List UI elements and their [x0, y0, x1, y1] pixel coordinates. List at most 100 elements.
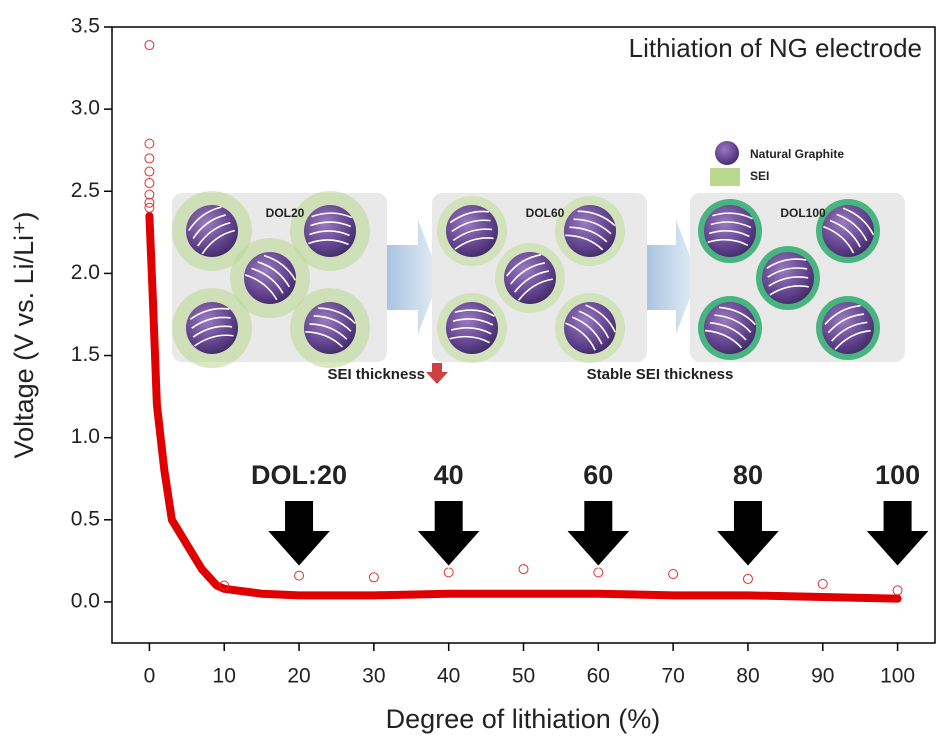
y-tick-label: 2.0 [71, 261, 100, 284]
legend-label: Natural Graphite [750, 147, 844, 161]
graphite-stripe [451, 326, 492, 335]
data-point [518, 564, 529, 575]
x-tick-label: 40 [437, 665, 460, 688]
data-point [892, 585, 903, 596]
graphite-stripe [308, 239, 349, 246]
inset-diagram: DOL20 DOL60 DOL100 Natural Graphite SEI SEI t… [172, 141, 905, 384]
x-axis-label: Degree of lithiation (%) [386, 704, 661, 734]
dol-label: 60 [583, 460, 613, 490]
y-tick-label: 1.0 [71, 425, 100, 448]
graphite-stripe [714, 314, 752, 333]
y-tick-label: 3.5 [71, 15, 100, 38]
x-tick-label: 90 [811, 665, 834, 688]
graphite-stripe [311, 212, 353, 219]
data-line [145, 211, 902, 603]
dol-arrow [712, 499, 784, 569]
data-point [144, 197, 155, 208]
x-tick-label: 50 [512, 665, 535, 688]
data-point [443, 567, 454, 578]
data-point [219, 580, 230, 591]
graphite-stripe [452, 318, 494, 326]
legend-label: SEI [750, 169, 769, 183]
graphite-stripe [842, 207, 875, 236]
panel-label: DOL20 [266, 206, 305, 220]
graphite-stripe [451, 219, 491, 233]
graphite-stripe [188, 206, 222, 232]
graphite-stripe [707, 238, 749, 247]
x-tick-label: 20 [287, 665, 310, 688]
graphite-stripe [449, 335, 490, 344]
graphite-stripe [244, 274, 278, 301]
data-point [144, 138, 155, 149]
graphite-stripe [836, 213, 868, 242]
x-tick-label: 80 [736, 665, 759, 688]
graphite-stripe [569, 226, 608, 243]
x-tick-label: 0 [144, 665, 156, 688]
y-tick-label: 0.0 [71, 589, 100, 612]
graphite-stripe [710, 221, 752, 229]
inset-note: Stable SEI thickness [587, 366, 734, 383]
data-point [742, 573, 753, 584]
graphite-stripe [766, 258, 807, 269]
dol-label: 80 [733, 460, 763, 490]
graphite-stripe [834, 329, 871, 350]
dol-label: DOL:20 [251, 460, 347, 490]
data-point [144, 40, 155, 51]
graphite-stripe [514, 270, 549, 293]
process-arrow [646, 220, 698, 334]
graphite-stripe [577, 210, 616, 227]
graphite-stripe [585, 304, 616, 333]
legend-sei-swatch [710, 168, 740, 186]
y-tick-label: 0.5 [71, 507, 100, 530]
graphite-stripe [313, 315, 352, 332]
graphite-stripe [506, 254, 542, 277]
data-point [593, 567, 604, 578]
data-point [817, 578, 828, 589]
dol-label: 40 [434, 460, 464, 490]
graphite-stripe [317, 307, 356, 324]
graphite-particle [715, 141, 739, 165]
graphite-stripe [718, 306, 756, 326]
data-point [144, 166, 155, 177]
graphite-stripe [709, 322, 747, 341]
data-point [144, 202, 155, 213]
graphite-stripe [565, 234, 604, 251]
panel-label: DOL100 [780, 206, 826, 220]
graphite-stripe [192, 214, 227, 239]
data-point [294, 570, 305, 581]
graphite-stripe [517, 278, 553, 301]
x-tick-label: 60 [587, 665, 610, 688]
graphite-stripe [767, 267, 808, 278]
graphite-stripe [824, 304, 861, 325]
graphite-stripe [573, 218, 612, 235]
x-tick-label: 30 [362, 665, 385, 688]
dol-arrow [862, 499, 933, 569]
data-point [144, 153, 155, 164]
panel-label: DOL60 [526, 206, 565, 220]
dol-arrow [563, 499, 634, 569]
graphite-stripe [578, 310, 610, 339]
graphite-stripe [251, 267, 284, 294]
graphite-stripe [192, 325, 233, 338]
graphite-stripe [194, 334, 234, 347]
graphite-stripe [829, 219, 861, 248]
graphite-stripe [189, 307, 230, 320]
graphite-stripe [823, 225, 855, 254]
graphite-stripe [571, 316, 603, 345]
graphite-stripe [309, 230, 350, 237]
graphite-stripe [712, 212, 753, 220]
graphite-stripe [831, 321, 868, 342]
dol-arrow [263, 499, 335, 569]
graphite-stripe [454, 237, 494, 250]
data-point [144, 189, 155, 200]
graphite-stripe [452, 228, 493, 242]
data-point [368, 572, 379, 583]
x-tick-label: 100 [880, 665, 915, 688]
graphite-stripe [197, 221, 231, 247]
decrease-arrow [426, 363, 448, 384]
y-tick-label: 2.5 [71, 179, 100, 202]
graphite-stripe [263, 254, 297, 281]
y-axis-label: Voltage (V vs. Li/Li⁺) [9, 212, 39, 459]
